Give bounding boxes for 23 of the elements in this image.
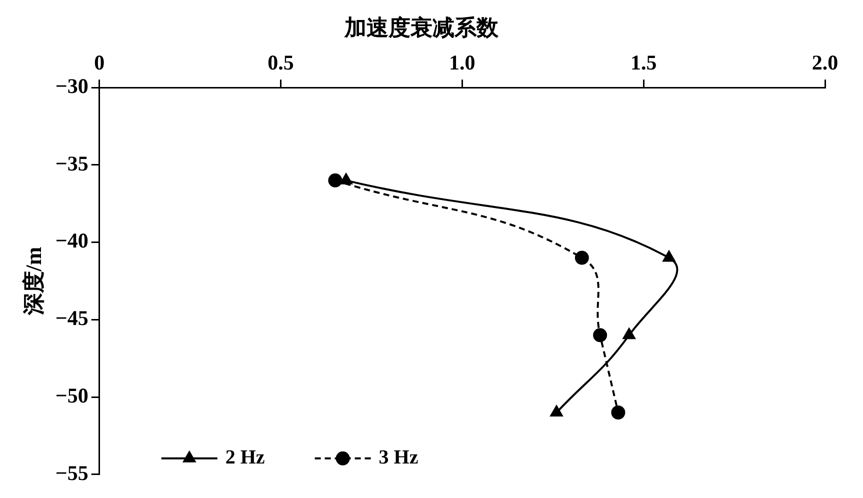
y-tick-label: −35 bbox=[55, 151, 88, 176]
y-tick-label: −50 bbox=[55, 383, 88, 408]
point bbox=[622, 328, 636, 340]
point bbox=[328, 173, 342, 188]
point bbox=[550, 406, 563, 417]
point bbox=[593, 328, 608, 342]
y-tick-label: −30 bbox=[55, 74, 88, 98]
point bbox=[611, 406, 626, 420]
legend-label: 3 Hz bbox=[378, 446, 418, 469]
point bbox=[340, 173, 352, 184]
x-tick-label: 2.0 bbox=[812, 50, 838, 74]
y-tick-label: −45 bbox=[55, 306, 88, 330]
x-tick-label: 0.5 bbox=[268, 50, 294, 74]
x-tick-label: 1.0 bbox=[449, 50, 476, 74]
x-axis-title: 加速度衰减系数 bbox=[344, 14, 500, 40]
y-tick-label: −40 bbox=[55, 228, 88, 253]
x-tick-label: 1.5 bbox=[630, 50, 657, 74]
legend-label: 2 Hz bbox=[225, 446, 265, 469]
point bbox=[662, 250, 676, 262]
x-tick-label: 0 bbox=[94, 50, 105, 74]
y-axis-title: 深度/m bbox=[20, 246, 46, 316]
y-tick-label: −55 bbox=[55, 460, 88, 485]
point bbox=[574, 250, 589, 265]
